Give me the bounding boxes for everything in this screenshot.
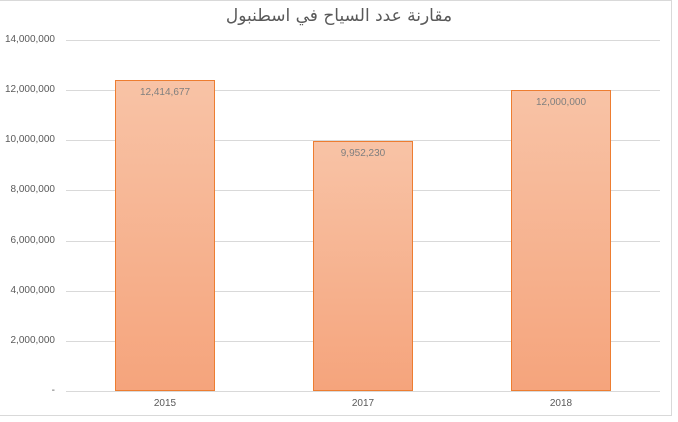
y-tick-label: 8,000,000 (10, 184, 56, 195)
y-tick-label: 6,000,000 (10, 235, 56, 246)
bar-2018: 12,000,000 (511, 90, 611, 391)
data-label: 12,414,677 (139, 87, 191, 98)
gridline (66, 140, 660, 141)
y-tick-label: - (51, 385, 55, 396)
gridline (66, 391, 660, 392)
bar-2015: 12,414,677 (115, 80, 215, 391)
x-tick-label: 2015 (153, 398, 177, 409)
y-tick-label: 10,000,000 (4, 134, 55, 145)
gridline (66, 90, 660, 91)
bar-2017: 9,952,230 (313, 141, 413, 391)
data-label: 9,952,230 (340, 148, 386, 159)
x-tick-label: 2018 (549, 398, 573, 409)
y-tick-label: 14,000,000 (4, 34, 55, 45)
x-tick-label: 2017 (351, 398, 375, 409)
data-label: 12,000,000 (535, 97, 587, 108)
gridline (66, 40, 660, 41)
y-tick-label: 12,000,000 (4, 84, 55, 95)
plot-area: 12,414,677 9,952,230 12,000,000 (66, 40, 660, 392)
chart-title: مقارنة عدد السياح في اسطنبول (225, 6, 453, 26)
y-tick-label: 2,000,000 (10, 335, 56, 346)
y-tick-label: 4,000,000 (10, 285, 56, 296)
